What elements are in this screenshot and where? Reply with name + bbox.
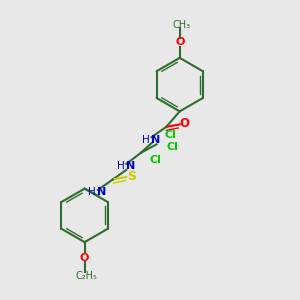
Text: N: N	[152, 135, 161, 145]
Text: H: H	[117, 161, 125, 171]
Text: N: N	[126, 161, 136, 171]
Text: H: H	[142, 135, 150, 145]
Text: H: H	[88, 187, 96, 196]
Text: N: N	[98, 187, 106, 196]
Text: O: O	[175, 38, 184, 47]
Text: Cl: Cl	[166, 142, 178, 152]
Text: O: O	[80, 253, 89, 262]
Text: O: O	[179, 117, 189, 130]
Text: Cl: Cl	[165, 130, 177, 140]
Text: S: S	[127, 170, 136, 183]
Text: C₂H₅: C₂H₅	[75, 271, 97, 281]
Text: CH₃: CH₃	[172, 20, 190, 30]
Text: Cl: Cl	[149, 155, 161, 165]
